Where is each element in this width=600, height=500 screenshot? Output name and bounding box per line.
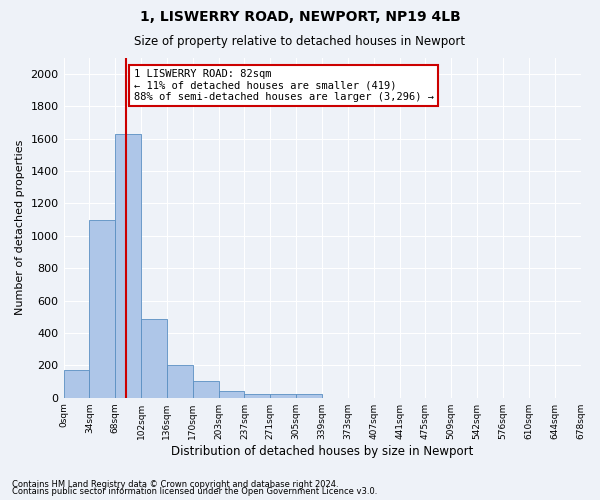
Text: 1, LISWERRY ROAD, NEWPORT, NP19 4LB: 1, LISWERRY ROAD, NEWPORT, NP19 4LB [140, 10, 460, 24]
Text: Contains public sector information licensed under the Open Government Licence v3: Contains public sector information licen… [12, 487, 377, 496]
Bar [193, 380, 218, 398]
Bar [167, 366, 193, 398]
Bar [218, 391, 244, 398]
Bar [115, 134, 141, 398]
Bar [64, 370, 89, 398]
Bar [89, 220, 115, 398]
Text: Size of property relative to detached houses in Newport: Size of property relative to detached ho… [134, 35, 466, 48]
X-axis label: Distribution of detached houses by size in Newport: Distribution of detached houses by size … [171, 444, 473, 458]
Text: Contains HM Land Registry data © Crown copyright and database right 2024.: Contains HM Land Registry data © Crown c… [12, 480, 338, 489]
Bar [296, 394, 322, 398]
Bar [244, 394, 271, 398]
Text: 1 LISWERRY ROAD: 82sqm
← 11% of detached houses are smaller (419)
88% of semi-de: 1 LISWERRY ROAD: 82sqm ← 11% of detached… [134, 69, 434, 102]
Bar [141, 319, 167, 398]
Y-axis label: Number of detached properties: Number of detached properties [15, 140, 25, 316]
Bar [271, 394, 296, 398]
